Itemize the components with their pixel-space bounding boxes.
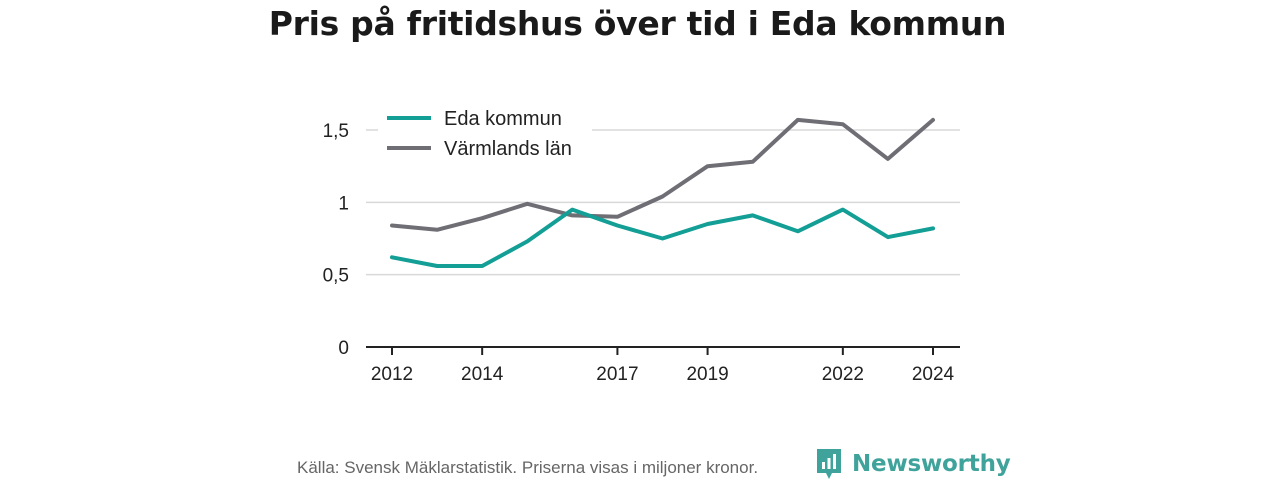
brand[interactable]: Newsworthy <box>815 447 1011 481</box>
series-lines <box>390 117 935 268</box>
x-tick-label: 2014 <box>461 364 504 385</box>
axes: 0 0,5 1 1,5 2012 2014 2017 2019 2022 2024 <box>323 121 960 385</box>
x-tick-label: 2019 <box>686 364 728 385</box>
legend-label: Värmlands län <box>444 138 572 160</box>
x-tick-label: 2017 <box>596 364 638 385</box>
series-line-1 <box>390 117 935 232</box>
y-tick-label: 0 <box>338 338 349 359</box>
x-tick-label: 2022 <box>822 364 864 385</box>
chart-title: Pris på fritidshus över tid i Eda kommun <box>268 4 1007 43</box>
legend-background <box>378 101 592 163</box>
series-line-0 <box>390 207 935 268</box>
x-tick-label: 2012 <box>371 364 413 385</box>
x-tick-label: 2024 <box>912 364 955 385</box>
line-chart: 0 0,5 1 1,5 2012 2014 2017 2019 2022 2024 Eda kom… <box>322 101 960 385</box>
legend-label: Eda kommun <box>444 108 562 130</box>
brand-name: Newsworthy <box>852 451 1011 477</box>
y-tick-label: 1,5 <box>323 121 349 142</box>
bar-chart-badge-icon <box>817 449 841 479</box>
y-tick-label: 1 <box>338 193 349 214</box>
source-note: Källa: Svensk Mäklarstatistik. Priserna … <box>297 458 759 477</box>
y-tick-label: 0,5 <box>323 266 349 287</box>
legend: Eda kommun Värmlands län <box>378 101 592 163</box>
